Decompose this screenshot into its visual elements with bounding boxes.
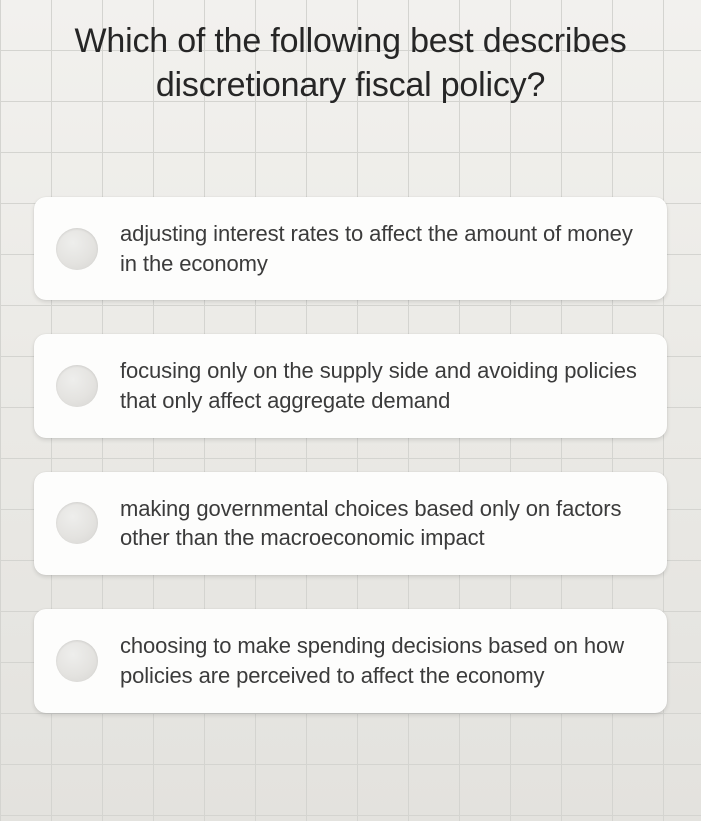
- option-2[interactable]: focusing only on the supply side and avo…: [34, 334, 667, 437]
- option-3[interactable]: making governmental choices based only o…: [34, 472, 667, 575]
- option-4-text: choosing to make spending decisions base…: [120, 631, 639, 690]
- option-4[interactable]: choosing to make spending decisions base…: [34, 609, 667, 712]
- option-1-text: adjusting interest rates to affect the a…: [120, 219, 639, 278]
- radio-icon: [56, 228, 98, 270]
- option-3-text: making governmental choices based only o…: [120, 494, 639, 553]
- option-1[interactable]: adjusting interest rates to affect the a…: [34, 197, 667, 300]
- options-list: adjusting interest rates to affect the a…: [18, 197, 683, 713]
- quiz-page: Which of the following best describes di…: [0, 0, 701, 821]
- radio-icon: [56, 502, 98, 544]
- option-2-text: focusing only on the supply side and avo…: [120, 356, 639, 415]
- radio-icon: [56, 640, 98, 682]
- question-text: Which of the following best describes di…: [18, 20, 683, 107]
- radio-icon: [56, 365, 98, 407]
